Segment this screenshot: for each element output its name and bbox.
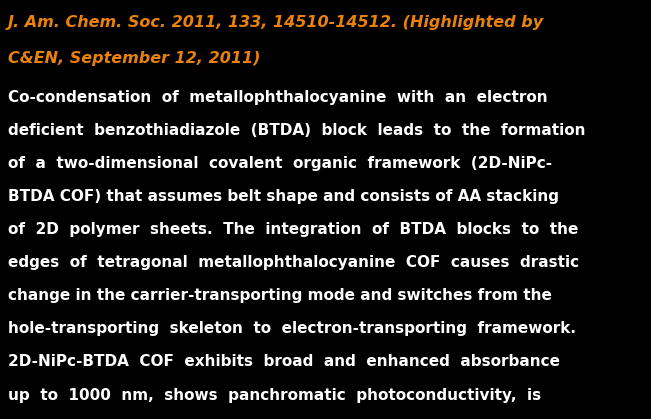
Text: up  to  1000  nm,  shows  panchromatic  photoconductivity,  is: up to 1000 nm, shows panchromatic photoc… — [8, 388, 541, 403]
Text: hole-transporting  skeleton  to  electron-transporting  framework.: hole-transporting skeleton to electron-t… — [8, 321, 576, 336]
Text: edges  of  tetragonal  metallophthalocyanine  COF  causes  drastic: edges of tetragonal metallophthalocyanin… — [8, 255, 579, 270]
Text: 2D-NiPc-BTDA  COF  exhibits  broad  and  enhanced  absorbance: 2D-NiPc-BTDA COF exhibits broad and enha… — [8, 354, 560, 370]
Text: J. Am. Chem. Soc. 2011, 133, 14510-14512. (Highlighted by: J. Am. Chem. Soc. 2011, 133, 14510-14512… — [8, 15, 544, 30]
Text: deficient  benzothiadiazole  (BTDA)  block  leads  to  the  formation: deficient benzothiadiazole (BTDA) block … — [8, 123, 585, 138]
Text: of  2D  polymer  sheets.  The  integration  of  BTDA  blocks  to  the: of 2D polymer sheets. The integration of… — [8, 222, 578, 237]
Text: C&EN, September 12, 2011): C&EN, September 12, 2011) — [8, 51, 260, 66]
Text: of  a  two-dimensional  covalent  organic  framework  (2D-NiPc-: of a two-dimensional covalent organic fr… — [8, 156, 552, 171]
Text: change in the carrier-transporting mode and switches from the: change in the carrier-transporting mode … — [8, 288, 551, 303]
Text: BTDA COF) that assumes belt shape and consists of AA stacking: BTDA COF) that assumes belt shape and co… — [8, 189, 559, 204]
Text: Co-condensation  of  metallophthalocyanine  with  an  electron: Co-condensation of metallophthalocyanine… — [8, 90, 547, 105]
